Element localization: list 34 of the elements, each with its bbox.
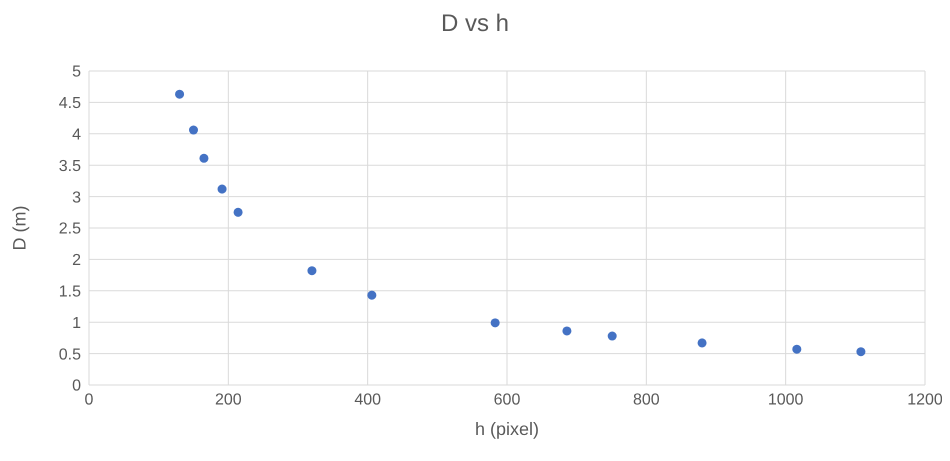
- y-tick-label: 0: [72, 378, 82, 395]
- y-tick-label: 0.5: [58, 346, 82, 364]
- x-tick-label: 1200: [907, 391, 943, 408]
- point: [175, 90, 184, 99]
- y-axis-title: D (m): [9, 206, 30, 250]
- y-tick-label: 2.5: [58, 220, 82, 238]
- point: [792, 344, 802, 354]
- x-tick-label: 1000: [768, 391, 804, 408]
- point: [490, 318, 500, 328]
- x-tick-label: 0: [84, 391, 94, 408]
- point: [218, 184, 227, 194]
- y-tick-label: 3.5: [58, 158, 82, 175]
- x-axis-title: h (pixel): [474, 419, 540, 439]
- y-tick-label: 3: [72, 189, 82, 206]
- point: [188, 126, 198, 135]
- x-tick-label: 800: [632, 391, 660, 408]
- point: [234, 208, 243, 217]
- x-tick-label: 400: [354, 391, 382, 408]
- y-tick-label: 4.5: [58, 95, 82, 112]
- y-tick-label: 5: [72, 64, 82, 81]
- point: [307, 266, 316, 276]
- point: [562, 326, 572, 336]
- y-tick-label: 1.5: [58, 283, 82, 300]
- point: [608, 332, 617, 341]
- point: [367, 290, 376, 300]
- point: [199, 154, 208, 163]
- y-tick-label: 2: [72, 252, 82, 270]
- y-tick-label: 4: [72, 126, 82, 144]
- point: [698, 338, 707, 348]
- chart-title: D vs h: [440, 10, 510, 38]
- y-tick-label: 1: [72, 314, 82, 332]
- x-tick-label: 600: [494, 391, 520, 408]
- x-tick-label: 200: [214, 391, 242, 408]
- point: [856, 347, 866, 356]
